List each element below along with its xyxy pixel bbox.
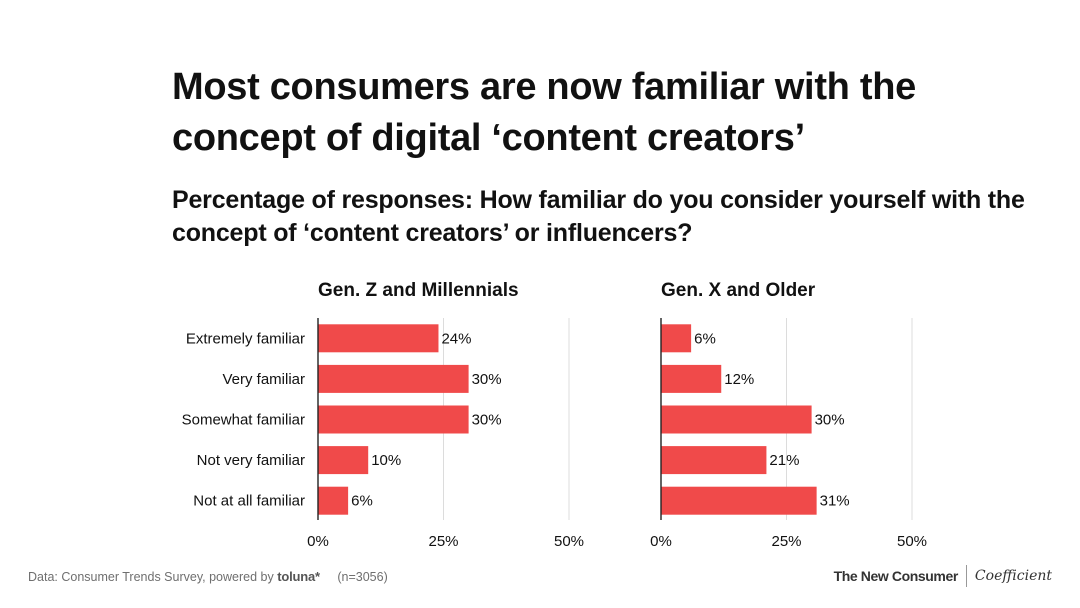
logo-divider — [965, 565, 967, 587]
bar — [318, 405, 469, 434]
data-label: 6% — [694, 330, 716, 347]
data-label: 6% — [351, 493, 373, 510]
bar — [661, 405, 812, 434]
bar — [318, 486, 349, 515]
tick-label: 25% — [428, 533, 458, 550]
bar — [661, 364, 722, 393]
bar — [318, 324, 439, 353]
chart-subtitle: Percentage of responses: How familiar do… — [172, 186, 1025, 247]
bar — [318, 446, 369, 475]
sample-size: (n=3056) — [337, 570, 388, 584]
category-label: Not at all familiar — [193, 493, 305, 510]
chart-title: Most consumers are now familiar with the… — [172, 66, 916, 159]
data-label: 31% — [820, 493, 850, 510]
data-label: 24% — [441, 330, 471, 347]
toluna-logo: toluna* — [277, 569, 320, 584]
category-label: Extremely familiar — [186, 330, 305, 347]
category-label: Not very familiar — [197, 452, 305, 469]
bar — [661, 486, 817, 515]
data-label: 12% — [724, 371, 754, 388]
tick-label: 50% — [897, 533, 927, 550]
data-label: 21% — [769, 452, 799, 469]
bar — [318, 364, 469, 393]
panel-title-genx: Gen. X and Older — [661, 280, 816, 301]
panel-title-genz: Gen. Z and Millennials — [318, 280, 519, 301]
bar — [661, 324, 692, 353]
tick-label: 0% — [307, 533, 329, 550]
publisher-logo: The New Consumer — [833, 568, 959, 584]
source-text: Data: Consumer Trends Survey, powered by — [28, 570, 274, 584]
category-label: Very familiar — [222, 371, 305, 388]
bar — [661, 446, 767, 475]
tick-label: 0% — [650, 533, 672, 550]
data-label: 30% — [815, 412, 845, 429]
tick-label: 25% — [771, 533, 801, 550]
data-label: 10% — [371, 452, 401, 469]
category-label: Somewhat familiar — [182, 412, 305, 429]
data-label: 30% — [472, 412, 502, 429]
footer-brands: The New Consumer Coefficient — [834, 565, 1052, 587]
partner-logo: Coefficient — [974, 568, 1052, 584]
footer-source: Data: Consumer Trends Survey, powered by… — [28, 569, 388, 584]
tick-label: 50% — [554, 533, 584, 550]
data-label: 30% — [472, 371, 502, 388]
